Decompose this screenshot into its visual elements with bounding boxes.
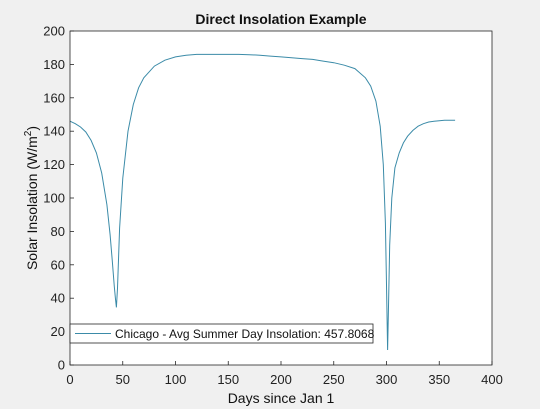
- plot-area: [70, 31, 492, 365]
- legend: Chicago - Avg Summer Day Insolation: 457…: [69, 323, 375, 344]
- x-tick-label: 50: [116, 372, 130, 387]
- chart-title: Direct Insolation Example: [195, 11, 366, 27]
- y-tick-label: 120: [43, 157, 65, 172]
- x-tick-label: 400: [481, 372, 503, 387]
- y-tick-label: 80: [51, 224, 65, 239]
- y-tick-label: 200: [43, 24, 65, 39]
- x-tick-label: 250: [323, 372, 345, 387]
- y-tick-label: 0: [58, 358, 65, 373]
- x-tick-label: 0: [66, 372, 73, 387]
- x-axis-ticks: 0 50 100 150 200 250 300 350 400: [66, 361, 503, 387]
- y-tick-label: 20: [51, 324, 65, 339]
- legend-box: [69, 323, 374, 344]
- x-tick-label: 350: [428, 372, 450, 387]
- x-tick-label: 200: [270, 372, 292, 387]
- x-tick-label: 100: [165, 372, 187, 387]
- y-tick-label: 140: [43, 124, 65, 139]
- y-tick-label: 160: [43, 90, 65, 105]
- x-axis-label: Days since Jan 1: [228, 390, 335, 406]
- x-tick-label: 150: [217, 372, 239, 387]
- series-line-chicago: [69, 53, 456, 351]
- x-tick-label: 300: [376, 372, 398, 387]
- plot-frame: [69, 30, 493, 366]
- y-tick-label: 40: [51, 291, 65, 306]
- y-tick-label: 180: [43, 57, 65, 72]
- y-axis-label: Solar Insolation (W/m2): [23, 126, 40, 270]
- y-tick-label: 60: [51, 257, 65, 272]
- y-tick-label: 100: [43, 191, 65, 206]
- legend-entry-chicago: Chicago - Avg Summer Day Insolation: 457…: [115, 327, 375, 341]
- y-axis-ticks: 0 20 40 60 80 100 120 140 160 180 200: [43, 24, 74, 373]
